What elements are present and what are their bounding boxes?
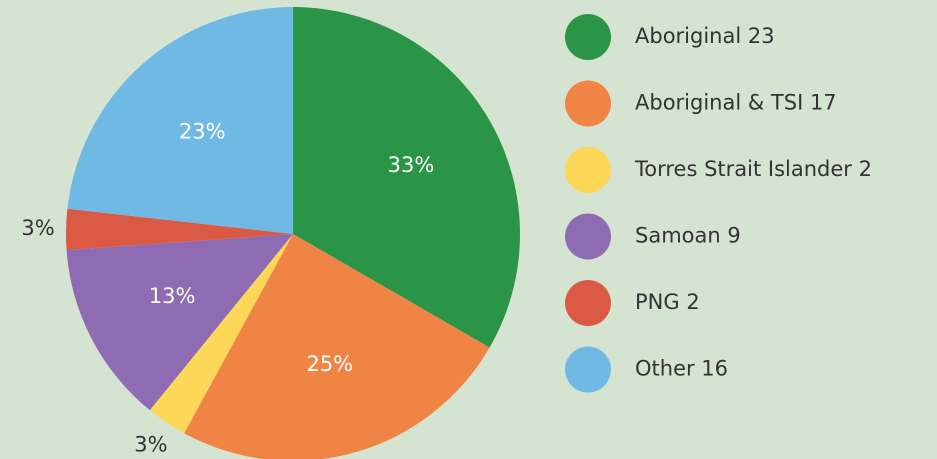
pie-slice <box>66 234 294 411</box>
legend-label: Samoan 9 <box>635 224 741 248</box>
slice-label: 3% <box>21 216 54 240</box>
pie-slice <box>67 7 294 234</box>
pie-slice <box>65 208 293 251</box>
legend-label: Aboriginal 23 <box>635 24 775 48</box>
legend-swatch <box>565 280 611 326</box>
legend-swatch <box>565 14 611 60</box>
slice-label: 3% <box>134 433 167 457</box>
pie-slice <box>149 234 293 434</box>
legend-swatch <box>565 213 611 260</box>
legend-label: Other 16 <box>635 357 728 381</box>
slice-label: 13% <box>149 284 196 308</box>
legend-label: PNG 2 <box>635 290 700 314</box>
pie-slice <box>293 7 520 348</box>
slice-label: 33% <box>388 153 435 177</box>
slice-label: 23% <box>179 119 226 143</box>
legend-swatch <box>565 80 611 127</box>
legend-label: Aboriginal & TSI 17 <box>635 91 837 115</box>
legend-swatch <box>565 147 611 193</box>
slice-label: 25% <box>306 352 353 376</box>
legend-swatch <box>565 346 611 393</box>
legend-label: Torres Strait Islander 2 <box>634 157 872 181</box>
pie-slice <box>184 234 490 459</box>
